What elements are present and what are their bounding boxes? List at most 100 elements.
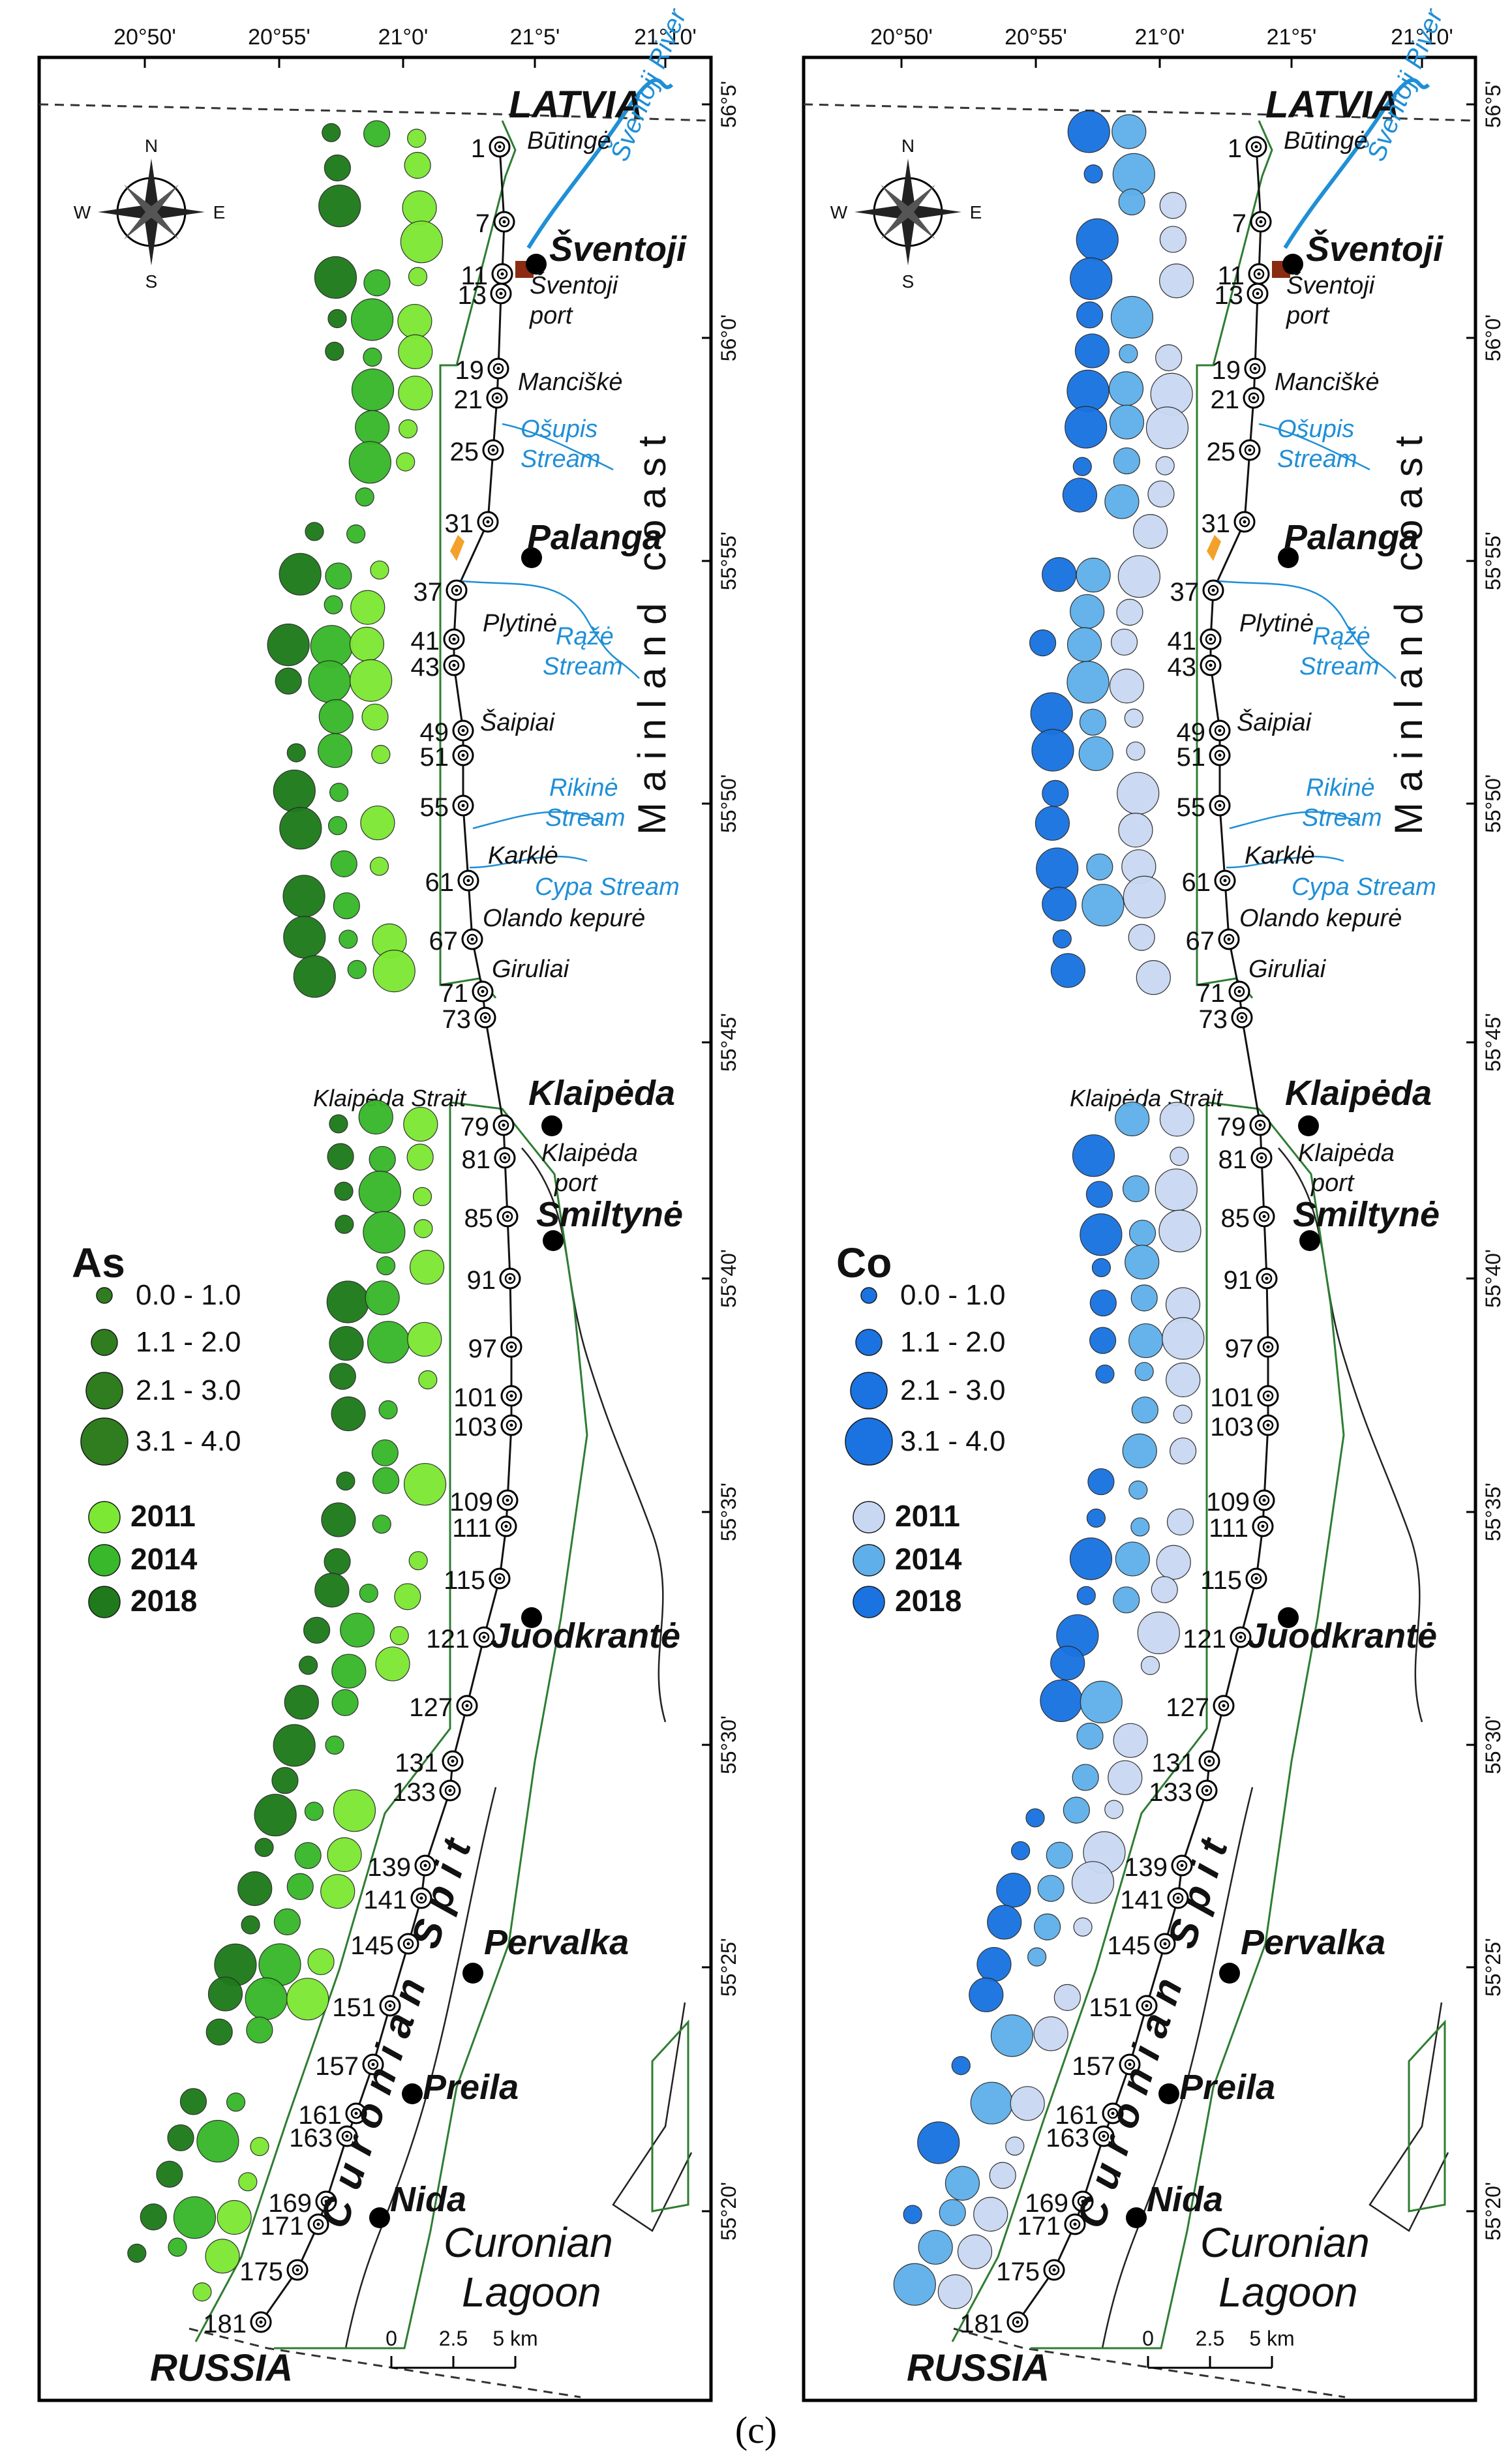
co-sample-circle	[1104, 484, 1140, 519]
as-station-marker-dot	[509, 1345, 513, 1349]
co-sample-circle	[1109, 669, 1145, 704]
as-sample-circle	[358, 1100, 393, 1135]
co-sample-circle	[1052, 929, 1072, 949]
as-station-label: 127	[409, 1693, 453, 1722]
co-mainland-coast-label: Mainland coast	[1387, 425, 1430, 835]
as-station-marker-inner	[416, 1892, 427, 1904]
co-sample-circle	[1025, 1808, 1045, 1828]
as-juodkrante-label: Juodkrantė	[491, 1616, 680, 1655]
as-sample-circle	[305, 522, 324, 541]
co-station-marker-dot	[1218, 804, 1222, 808]
co-station-marker-inner	[1048, 2264, 1060, 2276]
as-sample-circle	[397, 303, 432, 339]
as-sample-circle	[304, 1802, 324, 1821]
as-saipiai-label: Šaipiai	[480, 708, 556, 736]
as-station-marker-inner	[478, 1631, 490, 1643]
as-station-marker-inner	[292, 2264, 303, 2276]
as-sample-circle	[246, 2016, 273, 2044]
as-station-marker-inner	[498, 216, 510, 228]
co-sample-circle	[1069, 1537, 1113, 1580]
co-station-marker-dot	[1262, 1498, 1266, 1502]
as-station-marker-dot	[452, 663, 456, 667]
co-station-label: 127	[1166, 1693, 1209, 1722]
as-station-marker-dot	[406, 1942, 410, 1946]
co-sample-circle	[1125, 1245, 1160, 1280]
as-station-marker-inner	[419, 1860, 431, 1871]
as-sample-circle	[329, 1325, 364, 1361]
co-sample-circle	[1042, 779, 1069, 807]
as-sample-circle	[279, 552, 322, 596]
as-station-label: 13	[458, 281, 487, 310]
co-legend-class-label: 1.1 - 2.0	[900, 1326, 1005, 1358]
co-sample-circle	[1062, 477, 1098, 513]
co-sample-circle	[1110, 295, 1154, 339]
co-sample-circle	[1053, 1984, 1081, 2011]
co-sample-circle	[976, 1946, 1012, 1982]
as-compass-rose-icon	[98, 159, 205, 265]
as-sample-circle	[173, 2196, 217, 2239]
as-sample-circle	[404, 151, 431, 179]
as-legend-class-label: 1.1 - 2.0	[136, 1326, 241, 1358]
as-latvia-label: LATVIA	[509, 83, 643, 126]
as-station-label: 7	[476, 209, 490, 238]
as-station-marker-inner	[448, 633, 460, 645]
as-legend: As 0.0 - 1.0 1.1 - 2.0 2.1 - 3.0 3.1 - 4.0 20…	[72, 1239, 241, 1618]
co-legend-class-symbol	[855, 1329, 883, 1356]
as-station-marker-dot	[354, 2111, 358, 2115]
as-station-marker-dot	[461, 804, 465, 808]
as-curonian-lagoon-label-2: Lagoon	[462, 2269, 601, 2316]
as-sample-circle	[314, 256, 357, 299]
co-station-marker-inner	[1262, 1390, 1274, 1402]
as-sample-circle	[298, 1655, 318, 1675]
co-station-label: 31	[1202, 509, 1231, 538]
as-sample-circle	[207, 1976, 243, 2012]
as-sample-circle	[407, 1322, 442, 1357]
co-scale-bar-label: 2.5	[1196, 2327, 1224, 2350]
as-station-label: 169	[268, 2189, 312, 2218]
as-station-marker-inner	[402, 1938, 414, 1950]
as-station-marker-dot	[388, 2004, 392, 2008]
as-latitude-label: 55°50'	[717, 774, 740, 833]
as-sample-circle	[375, 1646, 410, 1682]
as-station-marker-inner	[504, 1273, 516, 1284]
as-station-marker-inner	[320, 2196, 332, 2207]
as-station-label: 181	[203, 2310, 247, 2338]
as-sample-circle	[327, 1837, 362, 1872]
as-station-marker-dot	[498, 1577, 502, 1580]
co-sample-circle	[1123, 875, 1166, 918]
as-sample-circle	[329, 1363, 356, 1390]
as-osupis-label-1: Ošupis	[521, 416, 597, 443]
as-station-label: 51	[420, 743, 449, 772]
co-station-marker-inner	[1255, 216, 1267, 228]
co-station-label: 181	[960, 2310, 1003, 2338]
as-station-label: 25	[450, 438, 479, 466]
as-sample-circle	[254, 1837, 274, 1857]
as-sample-circle	[179, 2088, 207, 2115]
co-sample-circle	[1126, 741, 1145, 761]
co-latitude-label: 55°55'	[1481, 532, 1505, 590]
co-sample-circle	[1086, 1508, 1106, 1528]
as-sample-circle	[369, 856, 389, 876]
co-station-marker-inner	[1203, 1755, 1215, 1767]
co-station-marker-inner	[1256, 1152, 1267, 1164]
as-station-marker-dot	[324, 2199, 328, 2203]
as-station-marker-dot	[496, 367, 500, 370]
as-sample-circle	[205, 2239, 240, 2274]
as-station-marker-inner	[494, 141, 506, 153]
as-station-label: 91	[467, 1266, 496, 1295]
co-station-marker-inner	[1012, 2316, 1023, 2328]
co-cypa-stream-label: Cypa Stream	[1292, 873, 1436, 901]
co-station-marker-dot	[1265, 1277, 1269, 1280]
co-station-marker-dot	[1180, 1864, 1184, 1867]
co-sample-circle	[1113, 447, 1140, 475]
as-sample-circle	[369, 1145, 396, 1173]
as-station-marker-inner	[494, 1573, 506, 1584]
co-sample-circle	[1109, 404, 1145, 440]
as-sample-circle	[389, 1626, 409, 1646]
co-station-marker-dot	[1145, 2004, 1149, 2008]
co-station-marker-inner	[1069, 2218, 1081, 2230]
as-sample-circle	[314, 1573, 350, 1608]
as-station-label: 11	[461, 262, 488, 290]
as-station-label: 41	[411, 627, 440, 656]
as-sample-circle	[333, 892, 360, 920]
